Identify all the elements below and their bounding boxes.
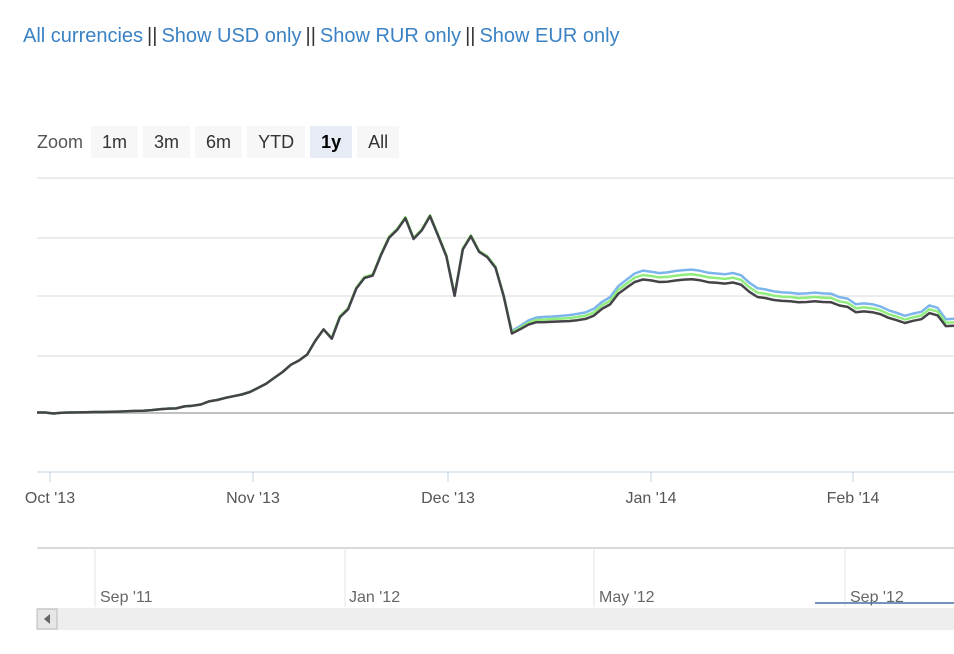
- link-separator: ||: [305, 25, 316, 47]
- currency-filter-links: All currencies || Show USD only || Show RUR …: [23, 25, 620, 48]
- navigator-label: May '12: [599, 589, 655, 606]
- scrollbar-track[interactable]: [37, 608, 954, 630]
- link-separator: ||: [147, 25, 158, 47]
- zoom-ytd-button[interactable]: YTD: [247, 126, 306, 158]
- show-rur-link[interactable]: Show RUR only: [319, 25, 462, 47]
- x-tick-label: Dec '13: [421, 490, 475, 507]
- series-line-green: [37, 213, 954, 415]
- arrow-left-icon: [44, 614, 50, 624]
- navigator-label: Sep '12: [850, 589, 904, 606]
- range-selector: Zoom 1m 3m 6m YTD 1y All: [37, 126, 404, 158]
- x-tick-label: Jan '14: [625, 490, 676, 507]
- zoom-1y-button[interactable]: 1y: [310, 126, 353, 158]
- navigator-label: Sep '11: [100, 589, 153, 606]
- grid-lines: [37, 177, 954, 414]
- navigator-label: Jan '12: [349, 589, 400, 606]
- zoom-label: Zoom: [37, 131, 84, 152]
- zoom-1m-button[interactable]: 1m: [91, 126, 139, 158]
- x-tick-label: Oct '13: [25, 490, 75, 507]
- x-tick-label: Nov '13: [226, 490, 280, 507]
- x-axis: Oct '13 Nov '13 Dec '13 Jan '14 Feb '14: [25, 471, 954, 507]
- zoom-3m-button[interactable]: 3m: [143, 126, 191, 158]
- x-tick-label: Feb '14: [827, 490, 880, 507]
- series-layer: [37, 213, 954, 415]
- navigator: Sep '11 Jan '12 May '12 Sep '12: [36, 547, 954, 630]
- zoom-all-button[interactable]: All: [357, 126, 400, 158]
- link-separator: ||: [465, 25, 476, 47]
- show-eur-link[interactable]: Show EUR only: [479, 25, 620, 47]
- show-usd-link[interactable]: Show USD only: [161, 25, 302, 47]
- series-line-blue: [37, 214, 954, 415]
- zoom-6m-button[interactable]: 6m: [195, 126, 243, 158]
- series-line-black: [37, 214, 954, 415]
- all-currencies-link[interactable]: All currencies: [23, 25, 144, 47]
